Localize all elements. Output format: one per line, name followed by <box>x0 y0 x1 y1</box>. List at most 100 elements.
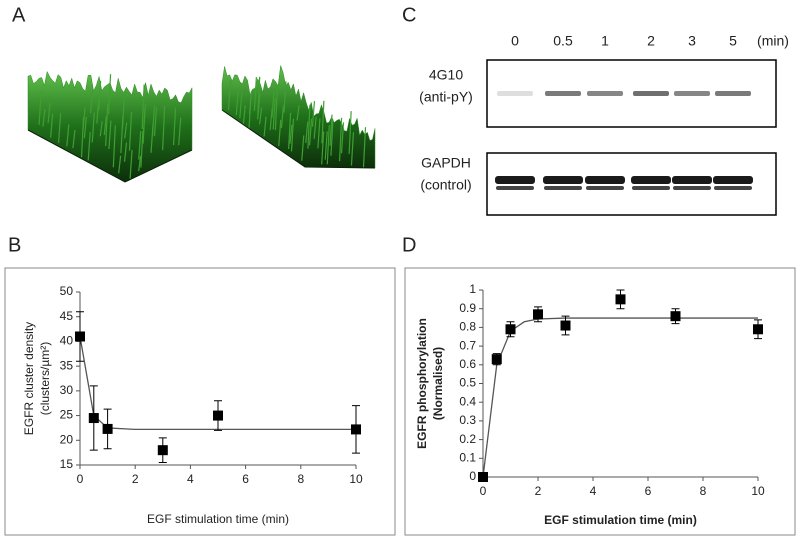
surface-spike <box>138 155 142 172</box>
data-point <box>560 320 571 331</box>
x-axis-title: EGF stimulation time (min) <box>544 513 697 527</box>
surface-spike <box>258 107 263 125</box>
data-point <box>505 324 516 335</box>
blot-label: (anti-pY) <box>419 89 473 105</box>
surface-spike <box>72 129 76 149</box>
y-tick-label: 35 <box>60 358 74 372</box>
y-axis-title: (Normalised) <box>431 347 445 420</box>
chart-frame <box>4 267 396 536</box>
y-tick-label: 0 <box>469 469 476 483</box>
panel-label: D <box>402 234 416 256</box>
surface-spike <box>138 130 142 160</box>
surface-spike <box>301 135 305 161</box>
x-tick-label: 4 <box>187 472 194 486</box>
x-axis-title: EGF stimulation time (min) <box>147 512 289 526</box>
surface-edge <box>27 129 193 183</box>
surface-spike <box>99 120 103 137</box>
surface-spike <box>140 131 144 168</box>
surface-spike <box>108 120 112 149</box>
blot-band <box>633 91 669 96</box>
y-tick-label: 25 <box>60 408 74 422</box>
x-tick-label: 10 <box>349 472 363 486</box>
data-point <box>478 472 488 482</box>
x-tick-label: 4 <box>590 484 597 498</box>
blot-label: GAPDH <box>421 155 471 171</box>
surface-spike <box>42 109 46 127</box>
y-tick-label: 0.4 <box>459 394 476 408</box>
surface-spike <box>80 117 85 158</box>
surface-spike <box>227 80 232 111</box>
surface-spike <box>257 76 261 120</box>
surface-spike <box>311 101 316 127</box>
surface-spike <box>307 104 311 149</box>
surface-spike <box>263 116 267 137</box>
surface-spike <box>338 117 343 162</box>
blot-band <box>545 91 581 96</box>
y-tick-label: 40 <box>60 334 74 348</box>
surface-spike <box>123 142 128 162</box>
y-tick-label: 0.5 <box>459 376 476 390</box>
y-tick-label: 20 <box>60 432 74 446</box>
surface-spike <box>103 116 107 136</box>
data-point <box>213 410 223 421</box>
data-point <box>615 294 626 305</box>
chart-frame <box>404 267 796 536</box>
data-point <box>533 309 543 320</box>
surface-images <box>27 65 376 183</box>
surface-spike <box>253 77 258 111</box>
surface-spike <box>330 119 334 156</box>
lane-label: 1 <box>601 33 609 49</box>
surface-spike <box>96 97 100 124</box>
surface-spike <box>317 118 321 149</box>
blot-band <box>543 176 583 184</box>
x-tick-label: 8 <box>700 484 707 498</box>
surface-spike <box>105 103 109 147</box>
data-point <box>351 424 361 435</box>
blot-band <box>586 186 624 190</box>
surface-spike <box>172 107 177 146</box>
surface-spike <box>340 122 345 154</box>
y-tick-label: 0.7 <box>459 338 476 352</box>
y-tick-label: 0.9 <box>459 301 476 315</box>
surface-spike <box>91 112 95 143</box>
surface-spike <box>290 118 295 152</box>
y-tick-label: 0.2 <box>459 432 476 446</box>
y-tick-label: 0.3 <box>459 413 476 427</box>
panel-label: C <box>402 4 416 26</box>
surface-spike <box>280 105 285 129</box>
y-tick-label: 45 <box>60 309 74 323</box>
y-axis-title: EGFR phosphorylation <box>415 318 429 449</box>
surface-spike <box>239 91 243 119</box>
surface-spike <box>326 125 330 165</box>
surface-spike <box>124 122 128 139</box>
y-tick-label: 50 <box>60 284 74 298</box>
y-tick-label: 30 <box>60 383 74 397</box>
surface-spike <box>89 89 94 114</box>
surface-spike <box>118 155 122 174</box>
lane-label: 0.5 <box>553 33 573 49</box>
blot-band <box>674 91 710 96</box>
surface-spike <box>329 114 333 146</box>
surface-spike <box>47 103 51 123</box>
blot-band <box>714 186 752 190</box>
data-point <box>157 445 168 456</box>
surface-spike <box>58 113 62 143</box>
blot-band <box>631 176 671 184</box>
surface-spike <box>274 85 279 131</box>
surface-spike <box>350 132 355 166</box>
surface-spike <box>128 111 133 151</box>
surface-spike <box>178 117 182 146</box>
y-tick-label: 15 <box>60 457 74 471</box>
blot-band <box>544 186 582 190</box>
surface-spike <box>162 106 166 151</box>
lane-label: 3 <box>688 33 696 49</box>
surface-spike <box>150 124 154 153</box>
surface-spike <box>129 149 133 179</box>
panel-label: B <box>8 234 21 256</box>
surface-spike <box>289 124 293 144</box>
surface-spike <box>362 127 367 168</box>
surface-spike <box>107 74 112 115</box>
surface-spike <box>278 119 282 147</box>
blot-band <box>587 91 623 96</box>
surface-spike <box>141 84 145 130</box>
